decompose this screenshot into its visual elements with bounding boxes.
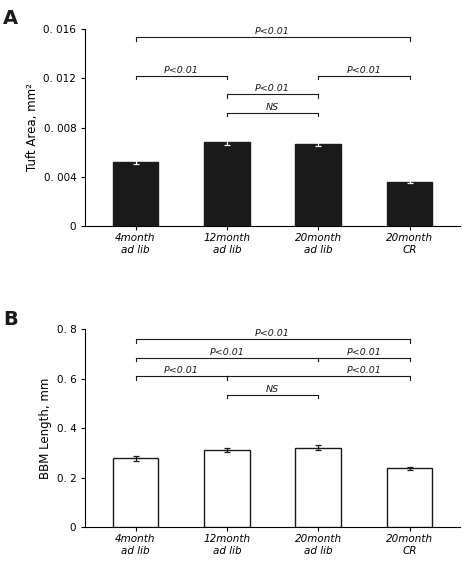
- Text: P<0.01: P<0.01: [346, 66, 381, 74]
- Bar: [387, 468, 432, 527]
- Text: B: B: [3, 309, 18, 328]
- Bar: [204, 143, 250, 226]
- Text: P<0.01: P<0.01: [346, 366, 381, 375]
- Bar: [295, 144, 341, 226]
- Text: P<0.01: P<0.01: [164, 66, 199, 74]
- Bar: [204, 450, 250, 527]
- Text: P<0.01: P<0.01: [346, 348, 381, 357]
- Text: P<0.01: P<0.01: [255, 329, 290, 338]
- Y-axis label: BBM Length, mm: BBM Length, mm: [39, 378, 52, 479]
- Bar: [387, 182, 432, 226]
- Bar: [113, 162, 158, 226]
- Bar: [113, 458, 158, 527]
- Text: P<0.01: P<0.01: [255, 84, 290, 93]
- Y-axis label: Tuft Area, mm²: Tuft Area, mm²: [26, 84, 39, 171]
- Text: NS: NS: [266, 103, 279, 112]
- Bar: [295, 448, 341, 527]
- Text: NS: NS: [266, 385, 279, 394]
- Text: A: A: [3, 9, 18, 28]
- Text: P<0.01: P<0.01: [210, 348, 244, 357]
- Text: P<0.01: P<0.01: [164, 366, 199, 375]
- Text: P<0.01: P<0.01: [255, 28, 290, 36]
